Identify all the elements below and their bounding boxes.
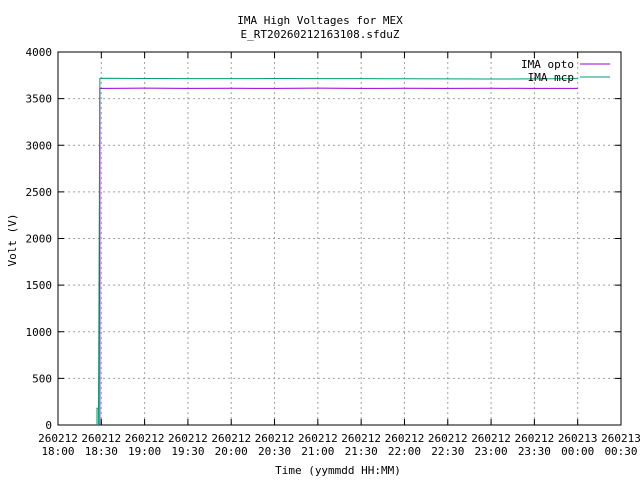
legend-label: IMA opto [521, 58, 574, 71]
y-tick-label: 4000 [26, 46, 53, 59]
y-tick-label: 3500 [26, 93, 53, 106]
x-tick-label: 260212 23:00 [471, 432, 511, 458]
x-tick-label: 260213 00:00 [558, 432, 598, 458]
y-tick-label: 3000 [26, 139, 53, 152]
y-tick-label: 1500 [26, 279, 53, 292]
x-tick-label: 260212 20:00 [211, 432, 251, 458]
x-tick-label: 260212 21:30 [341, 432, 381, 458]
x-tick-label: 260212 18:00 [38, 432, 78, 458]
plot-frame [57, 51, 622, 426]
x-axis-label: Time (yymmdd HH:MM) [275, 464, 401, 477]
x-tick-label: 260212 22:00 [385, 432, 425, 458]
y-tick-label: 2500 [26, 186, 53, 199]
series-line [99, 87, 578, 425]
x-tick-label: 260212 18:30 [81, 432, 121, 458]
chart-subtitle: E_RT20260212163108.sfduZ [241, 28, 400, 41]
y-tick-label: 1000 [26, 326, 53, 339]
x-tick-label: 260212 19:00 [125, 432, 165, 458]
y-axis-label: Volt (V) [6, 214, 19, 267]
y-tick-label: 2000 [26, 233, 53, 246]
legend-label: IMA mcp [528, 71, 574, 84]
x-tick-label: 260213 00:30 [601, 432, 640, 458]
chart-title: IMA High Voltages for MEX [237, 14, 403, 27]
y-tick-label: 500 [32, 372, 52, 385]
x-tick-label: 260212 19:30 [168, 432, 208, 458]
x-tick-label: 260212 22:30 [428, 432, 468, 458]
x-tick-label: 260212 23:30 [515, 432, 555, 458]
x-tick-label: 260212 20:30 [255, 432, 295, 458]
series-line [96, 77, 578, 426]
y-tick-label: 0 [45, 419, 52, 432]
x-tick-label: 260212 21:00 [298, 432, 338, 458]
